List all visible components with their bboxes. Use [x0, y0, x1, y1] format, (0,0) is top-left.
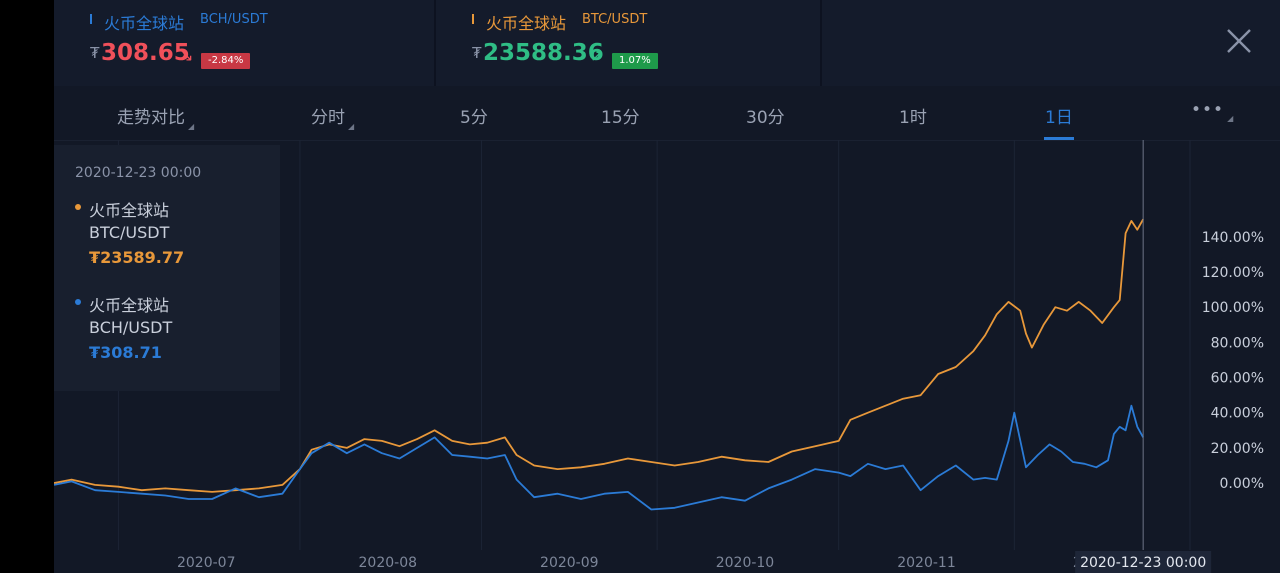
tooltip-date: 2020-12-23 00:00 — [75, 165, 202, 181]
timeframe-tabs: 走势对比 ◢ 分时 ◢ 5分 15分 30分 1时 1日 ••• ◢ — [54, 86, 1280, 141]
ticker-bar: 火币全球站 BCH/USDT ₮ 308.65 ↘ -2.84% 火币全球站 B… — [54, 0, 1280, 86]
down-arrow-icon: ↘ — [180, 46, 194, 65]
ticker-bch[interactable]: 火币全球站 BCH/USDT ₮ 308.65 ↘ -2.84% — [54, 0, 434, 86]
ticker-price: 308.65 — [101, 40, 190, 66]
tooltip-exchange: 火币全球站 — [89, 201, 170, 220]
more-menu-button[interactable]: ••• ◢ — [1191, 100, 1235, 123]
y-tick-label: 40.00% — [1211, 406, 1264, 422]
ticker-color-mark — [90, 14, 92, 24]
x-tick-label: 2020-07 — [177, 555, 236, 571]
tab-label: 15分 — [601, 108, 640, 128]
y-tick-label: 80.00% — [1211, 335, 1264, 351]
series-color-dot — [75, 299, 81, 305]
tooltip-pair: BTC/USDT — [89, 223, 170, 242]
comparison-line-chart[interactable]: 2020-07 2020-08 2020-09 2020-10 2020-11 2020-… — [54, 140, 1280, 573]
y-tick-label: 60.00% — [1211, 371, 1264, 387]
ticker-pair: BTC/USDT — [582, 12, 648, 27]
tab-label: 走势对比 — [117, 108, 185, 128]
chart-stage: 火币全球站 BCH/USDT ₮ 308.65 ↘ -2.84% 火币全球站 B… — [54, 0, 1280, 573]
series-line-btc-usdt — [54, 218, 1144, 493]
x-tick-label: 2020-11 — [897, 555, 956, 571]
up-arrow-icon: ↗ — [590, 46, 604, 65]
close-icon[interactable] — [1224, 26, 1254, 56]
tab-label: 5分 — [460, 108, 488, 128]
tab-30min[interactable]: 30分 — [746, 103, 785, 128]
y-tick-label: 100.00% — [1202, 300, 1264, 316]
y-tick-label: 120.00% — [1202, 265, 1264, 281]
x-tick-label: 2020-09 — [540, 555, 599, 571]
chart-tooltip: 2020-12-23 00:00 火币全球站 BTC/USDT ₮23589.7… — [54, 145, 280, 391]
dropdown-corner-icon: ◢ — [188, 122, 195, 131]
ticker-exchange: 火币全球站 — [486, 14, 567, 33]
currency-symbol: ₮ — [90, 44, 100, 62]
x-tick-label: 2020-08 — [359, 555, 418, 571]
tab-15min[interactable]: 15分 — [601, 103, 640, 128]
dropdown-corner-icon: ◢ — [348, 122, 355, 131]
more-icon: ••• — [1191, 100, 1225, 120]
tooltip-value: ₮23589.77 — [89, 248, 185, 267]
tab-label: 1时 — [899, 108, 927, 128]
change-badge: 1.07% — [612, 53, 658, 69]
tab-label: 1日 — [1045, 108, 1073, 128]
y-tick-label: 0.00% — [1220, 476, 1264, 492]
currency-symbol: ₮ — [472, 44, 482, 62]
ticker-pair: BCH/USDT — [200, 12, 268, 27]
tooltip-exchange: 火币全球站 — [89, 296, 170, 315]
tooltip-value: ₮308.71 — [89, 343, 162, 362]
dropdown-corner-icon: ◢ — [1227, 114, 1235, 123]
active-tab-indicator — [1044, 137, 1074, 140]
tab-compare[interactable]: 走势对比 ◢ — [117, 103, 195, 131]
ticker-btc[interactable]: 火币全球站 BTC/USDT ₮ 23588.36 ↗ 1.07% — [436, 0, 820, 86]
ticker-price: 23588.36 — [483, 40, 604, 66]
y-tick-label: 140.00% — [1202, 230, 1264, 246]
ticker-exchange: 火币全球站 — [104, 14, 185, 33]
tab-1day[interactable]: 1日 — [1045, 103, 1073, 128]
ticker-color-mark — [472, 14, 474, 24]
tab-label: 分时 — [311, 108, 345, 128]
series-color-dot — [75, 204, 81, 210]
series-line-bch-usdt — [54, 404, 1144, 511]
tab-1hour[interactable]: 1时 — [899, 103, 927, 128]
tab-timeshare[interactable]: 分时 ◢ — [311, 103, 355, 131]
tab-5min[interactable]: 5分 — [460, 103, 488, 128]
change-badge: -2.84% — [201, 53, 251, 69]
divider — [820, 0, 822, 86]
y-tick-label: 20.00% — [1211, 441, 1264, 457]
tab-label: 30分 — [746, 108, 785, 128]
crosshair-date-label: 2020-12-23 00:00 — [1080, 555, 1206, 571]
crosshair-label-bg — [1075, 551, 1212, 573]
divider — [434, 0, 436, 86]
tooltip-pair: BCH/USDT — [89, 318, 173, 337]
x-tick-label: 2020-10 — [716, 555, 775, 571]
